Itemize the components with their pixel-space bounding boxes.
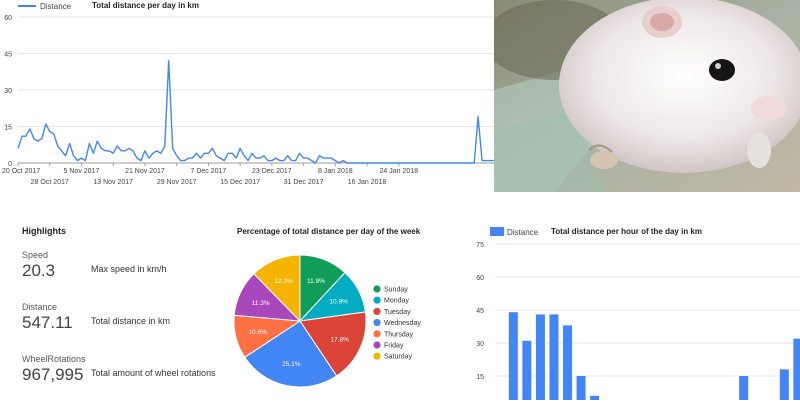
- pie-slice-label: 10.6%: [249, 329, 268, 336]
- legend-label-saturday: Saturday: [384, 354, 413, 361]
- legend-label-monday: Monday: [384, 298, 409, 305]
- metric-speed: Speed 20.3 Max speed in km/h: [22, 250, 242, 290]
- line-y-tick-label: 15: [4, 125, 12, 132]
- legend-label-sunday: Sunday: [384, 287, 408, 294]
- legend-label-tuesday: Tuesday: [384, 309, 411, 316]
- line-x-axis: 20 Oct 2017 28 Oct 2017 5 Nov 2017 13 Nov 2…: [2, 163, 418, 186]
- legend-marker: [373, 296, 381, 304]
- bar-hour-5: [563, 325, 573, 400]
- bar-y-axis: 15 30 45 60 75: [476, 242, 484, 381]
- line-x-tick-label: 24 Jan 2018: [380, 168, 419, 175]
- pie-slice-label: 17.8%: [331, 336, 350, 343]
- line-x-tick-label: 15 Dec 2017: [220, 179, 260, 186]
- metric-value: 967,995: [22, 365, 84, 384]
- pie-slice-label: 11.3%: [252, 300, 270, 307]
- bar-hour-18: [739, 376, 749, 400]
- bar-hour-3: [535, 314, 545, 400]
- legend-marker: [373, 352, 381, 360]
- line-y-tick-label: 60: [4, 15, 12, 22]
- line-chart: Distance Total distance per day in km 0 1…: [2, 1, 494, 186]
- bar-hour-1: [508, 312, 518, 400]
- distance-line: [17, 60, 494, 164]
- bar-y-tick-label: 45: [476, 308, 484, 315]
- metric-value: 20.3: [22, 261, 56, 280]
- line-chart-panel: Distance Total distance per day in km 0 1…: [0, 0, 494, 192]
- pie-slice-label: 10.9%: [329, 298, 348, 305]
- bar-chart-title: Total distance per hour of the day in km: [551, 227, 702, 236]
- legend-marker: [373, 285, 381, 293]
- legend-marker: [373, 307, 381, 315]
- line-y-tick-label: 0: [8, 161, 12, 168]
- metric-description: Total amount of wheel rotations: [91, 368, 216, 378]
- pie-slice-saturday: [253, 254, 301, 323]
- metric-description: Max speed in km/h: [91, 264, 167, 274]
- metric-label: Distance: [22, 302, 58, 312]
- metric-wheel-rotations: WheelRotations 967,995 Total amount of w…: [22, 354, 242, 394]
- line-x-tick-label: 21 Nov 2017: [125, 168, 165, 175]
- pie-slice-wednesday: [244, 320, 338, 388]
- legend-marker: [373, 330, 381, 338]
- line-x-tick-label: 29 Nov 2017: [157, 179, 197, 186]
- line-legend-label: Distance: [40, 2, 72, 11]
- pie-slice-tuesday: [299, 311, 367, 377]
- legend-label-thursday: Thursday: [384, 331, 414, 338]
- highlights-title: Highlights: [22, 226, 66, 236]
- line-x-tick-label: 16 Jan 2018: [348, 179, 387, 186]
- pie-slice-label: 25.1%: [282, 361, 301, 368]
- pie-legend: Sunday Monday Tuesday Wednesday Thursday Frid…: [373, 285, 421, 361]
- bar-hour-6: [576, 376, 586, 400]
- pie-slice-label: 12.3%: [274, 278, 293, 285]
- pie-slice-label: 11.9%: [307, 278, 325, 285]
- pie-chart: Percentage of total distance per day of …: [233, 227, 421, 388]
- bar-hour-2: [522, 340, 532, 400]
- line-y-tick-label: 30: [4, 88, 12, 95]
- metric-value: 547.11: [22, 313, 73, 332]
- line-y-axis: 0 15 30 45 60: [4, 15, 12, 168]
- line-x-tick-label: 8 Jan 2018: [318, 168, 353, 175]
- line-x-tick-label: 31 Dec 2017: [284, 179, 324, 186]
- bar-y-tick-label: 75: [476, 242, 484, 249]
- line-grid: [18, 16, 494, 164]
- bar-hour-7: [590, 395, 600, 400]
- pie-labels: 11.9% 10.9% 17.8% 25.1% 10.6% 11.3% 12.3%: [249, 278, 350, 368]
- line-x-tick-label: 7 Dec 2017: [190, 168, 226, 175]
- bar-series: [508, 312, 800, 400]
- line-chart-title: Total distance per day in km: [92, 1, 199, 10]
- bar-hour-21: [779, 369, 789, 400]
- line-x-tick-label: 23 Dec 2017: [252, 168, 292, 175]
- line-x-tick-label: 5 Nov 2017: [64, 168, 100, 175]
- bar-hour-22: [793, 338, 800, 400]
- metric-label: WheelRotations: [22, 354, 86, 364]
- hamster-photo: [494, 0, 800, 192]
- pie-chart-title: Percentage of total distance per day of …: [237, 227, 421, 236]
- line-legend-swatch: [18, 5, 36, 7]
- line-x-tick-label: 28 Oct 2017: [31, 179, 69, 186]
- metric-label: Speed: [22, 250, 49, 260]
- legend-label-friday: Friday: [384, 343, 404, 350]
- bar-hour-4: [549, 314, 559, 400]
- metric-description: Total distance in km: [91, 316, 171, 326]
- bar-chart: Distance Total distance per hour of the …: [476, 227, 800, 400]
- legend-label-wednesday: Wednesday: [384, 320, 421, 327]
- legend-marker: [373, 319, 381, 327]
- legend-marker: [373, 341, 381, 349]
- bar-y-tick-label: 15: [476, 374, 484, 381]
- pie-slices: [233, 254, 367, 388]
- highlights-panel: Highlights Speed 20.3 Max speed in km/h …: [22, 222, 232, 400]
- bar-y-tick-label: 60: [476, 275, 484, 282]
- metric-distance: Distance 547.11 Total distance in km: [22, 302, 242, 342]
- line-x-tick-label: 20 Oct 2017: [2, 168, 40, 175]
- bar-legend-label: Distance: [507, 228, 539, 237]
- bar-y-tick-label: 30: [476, 341, 484, 348]
- line-x-tick-label: 13 Nov 2017: [93, 179, 133, 186]
- pie-chart-panel: Percentage of total distance per day of …: [228, 222, 450, 400]
- bar-grid: [495, 243, 800, 377]
- line-y-tick-label: 45: [4, 52, 12, 59]
- bar-legend-swatch: [490, 227, 504, 236]
- bar-chart-panel: Distance Total distance per hour of the …: [450, 222, 800, 400]
